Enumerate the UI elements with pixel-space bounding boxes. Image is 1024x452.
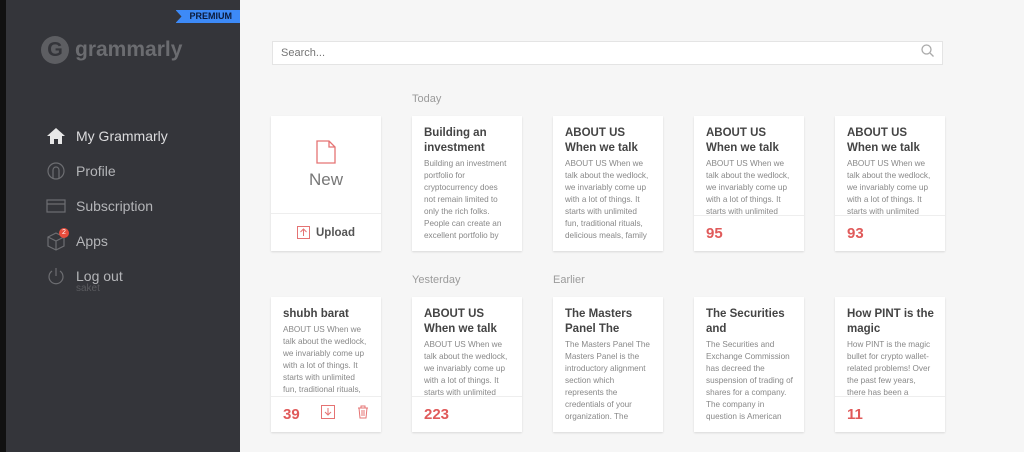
section-today: Today <box>412 93 442 105</box>
section-earlier: Earlier <box>553 274 585 286</box>
sidebar-item-subscription[interactable]: Subscription <box>46 188 168 223</box>
document-preview: ABOUT US When we talk about the wedlock,… <box>847 159 931 216</box>
apps-badge: 2 <box>59 228 69 238</box>
upload-button[interactable]: Upload <box>271 214 381 251</box>
document-title: Building an investment <box>424 127 487 154</box>
score: 11 <box>847 406 863 423</box>
download-icon[interactable] <box>321 405 336 424</box>
upload-icon <box>297 226 310 239</box>
sidebar-item-label: Subscription <box>76 197 154 214</box>
document-footer: 39 <box>271 396 381 432</box>
document-card[interactable]: The Securities and The Securities and Exc… <box>694 297 804 432</box>
document-title: shubh barat <box>283 308 349 320</box>
document-title: How PINT is the magic <box>847 308 934 335</box>
document-title: ABOUT US When we talk <box>565 127 638 154</box>
document-title: The Masters Panel The <box>565 308 633 335</box>
document-card[interactable]: ABOUT US When we talk ABOUT US When we ta… <box>835 116 945 251</box>
document-card[interactable]: The Masters Panel The The Masters Panel T… <box>553 297 663 432</box>
username: saket <box>76 283 100 294</box>
sidebar-item-label: My Grammarly <box>76 127 168 144</box>
document-preview: ABOUT US When we talk about the wedlock,… <box>565 159 649 240</box>
document-title: ABOUT US When we talk <box>424 308 497 335</box>
document-card[interactable]: ABOUT US When we talk ABOUT US When we ta… <box>553 116 663 251</box>
document-preview: ABOUT US When we talk about the wedlock,… <box>283 325 367 394</box>
logo-text: grammarly <box>75 38 183 61</box>
document-preview: ABOUT US When we talk about the wedlock,… <box>706 159 790 216</box>
document-footer: 95 <box>694 215 804 251</box>
document-footer: 93 <box>835 215 945 251</box>
document-footer: 223 <box>412 396 522 432</box>
grammarly-logo-icon: G <box>41 36 69 64</box>
document-footer: 11 <box>835 396 945 432</box>
new-label: New <box>308 169 343 189</box>
premium-badge: PREMIUM <box>175 10 240 23</box>
section-yesterday: Yesterday <box>412 274 461 286</box>
document-card[interactable]: ABOUT US When we talk ABOUT US When we ta… <box>694 116 804 251</box>
box-icon <box>46 231 66 251</box>
document-card[interactable]: shubh barat ABOUT US When we talk about t… <box>271 297 381 432</box>
power-icon <box>46 266 66 286</box>
credit-card-icon <box>46 196 66 216</box>
sidebar-item-label: Profile <box>76 162 116 179</box>
document-title: ABOUT US When we talk <box>847 127 920 154</box>
document-icon <box>316 139 336 164</box>
new-document-button[interactable]: New <box>271 116 381 214</box>
window-edge <box>0 0 6 452</box>
document-card[interactable]: ABOUT US When we talk ABOUT US When we ta… <box>412 297 522 432</box>
document-card[interactable]: Building an investment Building an invest… <box>412 116 522 251</box>
document-card[interactable]: How PINT is the magic How PINT is the mag… <box>835 297 945 432</box>
trash-icon[interactable] <box>357 405 369 424</box>
score: 95 <box>706 225 723 242</box>
sidebar-item-apps[interactable]: 2 Apps <box>46 223 168 258</box>
search-icon[interactable] <box>921 44 934 62</box>
upload-label: Upload <box>316 226 355 239</box>
score: 93 <box>847 225 864 242</box>
sidebar-nav: My Grammarly Profile Subscription 2 Apps … <box>46 118 168 293</box>
score: 223 <box>424 406 450 423</box>
user-icon <box>46 161 66 181</box>
sidebar-item-label: Log out <box>76 267 123 284</box>
sidebar-item-log-out[interactable]: Log out <box>46 258 168 293</box>
score: 39 <box>283 406 300 423</box>
new-document-card: New Upload <box>271 116 381 251</box>
search-bar[interactable] <box>272 41 943 65</box>
document-preview: The Masters Panel The Masters Panel is t… <box>565 340 650 421</box>
document-preview: The Securities and Exchange Commission h… <box>706 340 793 421</box>
sidebar-item-label: Apps <box>76 232 108 249</box>
sidebar-item-my-grammarly[interactable]: My Grammarly <box>46 118 168 153</box>
document-preview: ABOUT US When we talk about the wedlock,… <box>424 340 508 397</box>
document-preview: How PINT is the magic bullet for crypto … <box>847 340 931 397</box>
search-input[interactable] <box>281 47 921 59</box>
document-preview: Building an investment portfolio for cry… <box>424 159 507 240</box>
document-title: The Securities and <box>706 308 785 335</box>
sidebar-item-profile[interactable]: Profile <box>46 153 168 188</box>
document-title: ABOUT US When we talk <box>706 127 779 154</box>
home-icon <box>46 126 66 146</box>
